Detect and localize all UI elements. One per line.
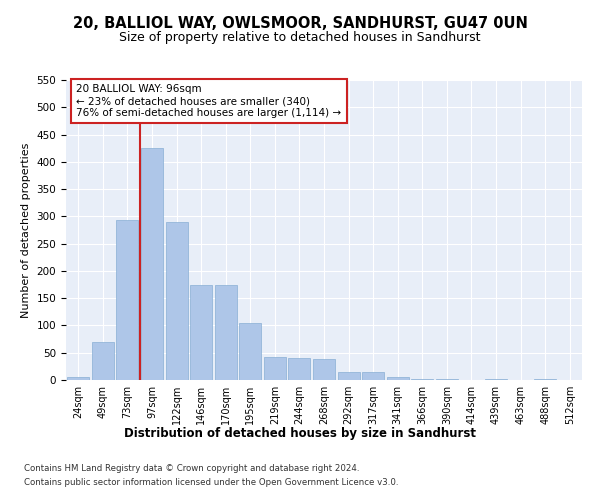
Bar — [67, 378, 89, 380]
Bar — [239, 322, 262, 380]
Text: Contains HM Land Registry data © Crown copyright and database right 2024.: Contains HM Land Registry data © Crown c… — [24, 464, 359, 473]
Bar — [338, 372, 359, 380]
Text: Size of property relative to detached houses in Sandhurst: Size of property relative to detached ho… — [119, 31, 481, 44]
Bar — [362, 372, 384, 380]
Bar — [190, 284, 212, 380]
Bar — [116, 220, 139, 380]
Bar — [485, 379, 507, 380]
Bar — [289, 358, 310, 380]
Bar — [141, 148, 163, 380]
Bar — [313, 360, 335, 380]
Bar — [92, 342, 114, 380]
Bar — [264, 356, 286, 380]
Text: Contains public sector information licensed under the Open Government Licence v3: Contains public sector information licen… — [24, 478, 398, 487]
Bar — [386, 376, 409, 380]
Bar — [166, 222, 188, 380]
Bar — [215, 284, 237, 380]
Text: Distribution of detached houses by size in Sandhurst: Distribution of detached houses by size … — [124, 428, 476, 440]
Text: 20, BALLIOL WAY, OWLSMOOR, SANDHURST, GU47 0UN: 20, BALLIOL WAY, OWLSMOOR, SANDHURST, GU… — [73, 16, 527, 31]
Y-axis label: Number of detached properties: Number of detached properties — [21, 142, 31, 318]
Text: 20 BALLIOL WAY: 96sqm
← 23% of detached houses are smaller (340)
76% of semi-det: 20 BALLIOL WAY: 96sqm ← 23% of detached … — [76, 84, 341, 117]
